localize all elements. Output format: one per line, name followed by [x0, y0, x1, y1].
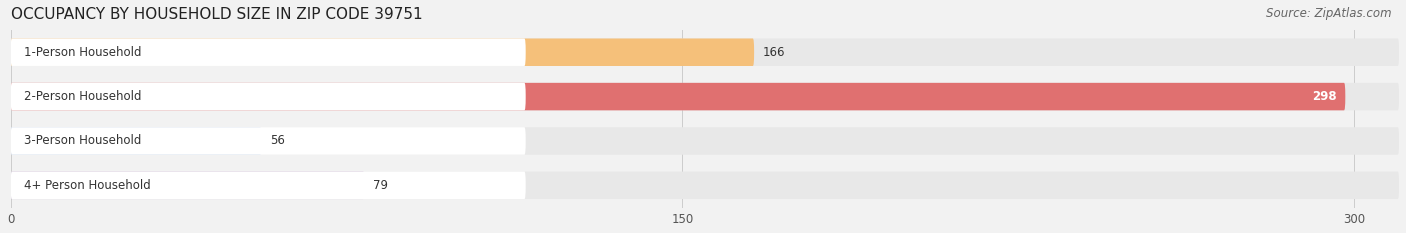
FancyBboxPatch shape: [11, 38, 1399, 66]
Text: 2-Person Household: 2-Person Household: [24, 90, 142, 103]
FancyBboxPatch shape: [11, 171, 1399, 199]
Text: 298: 298: [1312, 90, 1336, 103]
Text: 56: 56: [270, 134, 285, 147]
Text: OCCUPANCY BY HOUSEHOLD SIZE IN ZIP CODE 39751: OCCUPANCY BY HOUSEHOLD SIZE IN ZIP CODE …: [11, 7, 422, 22]
FancyBboxPatch shape: [11, 83, 526, 110]
FancyBboxPatch shape: [11, 127, 526, 155]
FancyBboxPatch shape: [11, 171, 364, 199]
Text: 79: 79: [374, 179, 388, 192]
FancyBboxPatch shape: [11, 127, 1399, 155]
Text: 3-Person Household: 3-Person Household: [24, 134, 142, 147]
FancyBboxPatch shape: [11, 38, 526, 66]
Text: 166: 166: [763, 46, 786, 59]
FancyBboxPatch shape: [11, 127, 262, 155]
FancyBboxPatch shape: [11, 83, 1399, 110]
FancyBboxPatch shape: [11, 83, 1346, 110]
Text: 1-Person Household: 1-Person Household: [24, 46, 142, 59]
Text: 4+ Person Household: 4+ Person Household: [24, 179, 150, 192]
Text: Source: ZipAtlas.com: Source: ZipAtlas.com: [1267, 7, 1392, 20]
FancyBboxPatch shape: [11, 171, 526, 199]
FancyBboxPatch shape: [11, 38, 754, 66]
